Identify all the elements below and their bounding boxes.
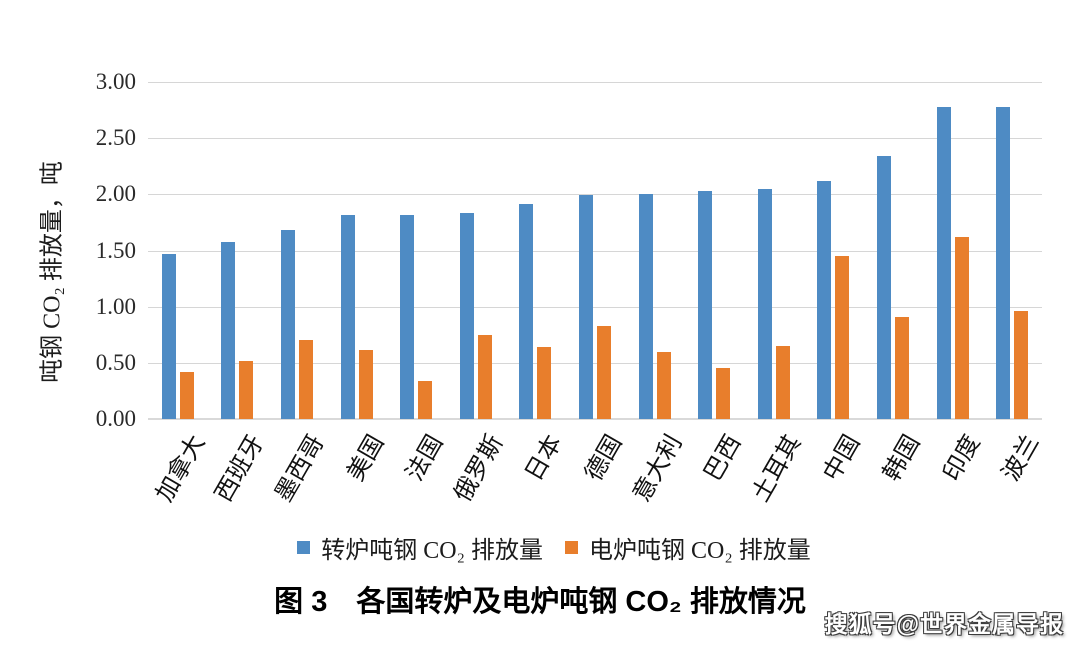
legend-item-electric: 电炉吨钢 CO₂ 排放量 <box>565 530 811 565</box>
x-tick-label: 美国 <box>342 431 390 486</box>
figure-title: 图 3 各国转炉及电炉吨钢 CO₂ 排放情况 <box>274 586 806 618</box>
x-tick-label: 土耳其 <box>747 431 807 507</box>
bar-converter <box>817 180 832 419</box>
bar-electric <box>775 345 790 419</box>
gridline <box>148 82 1042 83</box>
legend-item-converter: 转炉吨钢 CO₂ 排放量 <box>297 530 543 565</box>
x-tick-label: 印度 <box>938 431 986 486</box>
plot-area <box>148 82 1042 420</box>
x-tick-label: 加拿大 <box>151 431 211 507</box>
bar-electric <box>358 350 373 419</box>
gridline <box>148 250 1042 252</box>
gridline <box>148 362 1042 364</box>
y-tick-label: 1.50 <box>95 237 136 263</box>
watermark: 搜狐号@世界金属导报 <box>824 611 1064 637</box>
x-tick-label: 巴西 <box>700 431 747 486</box>
bar-converter <box>579 195 593 419</box>
bar-electric <box>1014 311 1029 419</box>
bar-converter <box>281 230 295 419</box>
bar-electric <box>477 334 492 419</box>
legend-label: 转炉吨钢 CO₂ 排放量 <box>321 538 543 564</box>
bar-electric <box>656 351 671 419</box>
x-tick-label: 韩国 <box>878 431 926 486</box>
x-tick-label: 墨西哥 <box>270 431 330 507</box>
gridline <box>148 138 1042 140</box>
y-tick-label: 2.50 <box>95 125 136 151</box>
bar-electric <box>835 256 850 419</box>
y-tick-label: 1.00 <box>95 293 136 319</box>
y-tick-label: 3.00 <box>95 69 136 94</box>
x-tick-label: 德国 <box>580 431 628 486</box>
bar-converter <box>996 106 1011 419</box>
bar-electric <box>597 325 611 419</box>
legend: 转炉吨钢 CO₂ 排放量 电炉吨钢 CO₂ 排放量 <box>28 530 1080 565</box>
gridline <box>148 194 1042 196</box>
bar-converter <box>877 156 891 419</box>
bar-converter <box>519 204 534 419</box>
x-tick-label: 波兰 <box>998 431 1045 486</box>
bar-electric <box>895 316 909 419</box>
x-tick-label: 日本 <box>521 431 568 486</box>
bar-converter <box>400 214 415 419</box>
x-tick-label: 法国 <box>402 431 449 486</box>
bar-electric <box>299 340 313 419</box>
bar-converter <box>459 213 474 419</box>
y-tick-label: 0.00 <box>95 406 136 431</box>
bar-electric <box>239 360 254 419</box>
bar-converter <box>698 190 713 419</box>
bar-electric <box>179 371 194 419</box>
x-axis-line <box>148 418 1042 420</box>
bar-converter <box>757 188 772 419</box>
bar-converter <box>340 214 355 419</box>
x-tick-label: 西班牙 <box>211 431 270 507</box>
bar-electric <box>954 237 969 419</box>
bar-converter <box>936 106 951 419</box>
gridline <box>148 306 1042 308</box>
x-tick-label: 中国 <box>819 431 866 486</box>
y-tick-label: 2.00 <box>95 181 136 207</box>
x-tick-label: 意大利 <box>628 431 688 507</box>
bar-converter <box>221 241 236 419</box>
bar-converter <box>161 253 176 419</box>
legend-swatch-icon <box>565 541 578 554</box>
bar-converter <box>638 194 653 419</box>
bar-electric <box>716 368 731 419</box>
bar-electric <box>418 380 433 419</box>
bar-electric <box>537 347 552 419</box>
legend-swatch-icon <box>297 541 311 554</box>
y-tick-label: 0.50 <box>95 349 136 375</box>
legend-label: 电炉吨钢 CO₂ 排放量 <box>589 538 811 564</box>
x-tick-label: 俄罗斯 <box>449 431 509 507</box>
